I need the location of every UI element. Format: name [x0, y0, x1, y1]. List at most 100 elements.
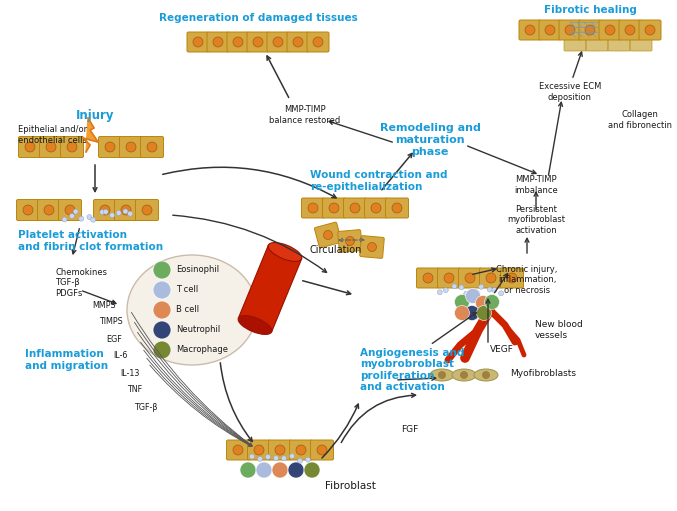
Circle shape [625, 25, 635, 35]
Circle shape [91, 217, 95, 222]
Circle shape [350, 203, 360, 213]
FancyBboxPatch shape [248, 440, 271, 460]
FancyBboxPatch shape [207, 32, 229, 52]
Text: EGF: EGF [106, 335, 122, 343]
Text: IL-6: IL-6 [113, 352, 127, 360]
Circle shape [256, 462, 272, 478]
FancyBboxPatch shape [385, 198, 408, 218]
Circle shape [153, 281, 171, 299]
Ellipse shape [238, 316, 272, 334]
Circle shape [257, 456, 263, 461]
Text: T cell: T cell [176, 286, 198, 294]
Ellipse shape [452, 369, 476, 381]
Circle shape [274, 456, 278, 460]
Circle shape [545, 25, 555, 35]
FancyBboxPatch shape [359, 236, 385, 259]
FancyBboxPatch shape [98, 136, 121, 157]
FancyBboxPatch shape [114, 199, 137, 221]
Circle shape [73, 209, 78, 214]
Polygon shape [83, 118, 98, 152]
FancyBboxPatch shape [579, 20, 601, 40]
FancyBboxPatch shape [247, 32, 269, 52]
FancyBboxPatch shape [269, 440, 292, 460]
Circle shape [477, 306, 492, 320]
Text: Eosinophil: Eosinophil [176, 266, 219, 274]
Circle shape [486, 273, 496, 283]
FancyBboxPatch shape [322, 198, 345, 218]
FancyBboxPatch shape [338, 229, 362, 252]
Text: Fibroblast: Fibroblast [325, 481, 376, 491]
Circle shape [466, 289, 481, 304]
FancyBboxPatch shape [315, 222, 341, 248]
Text: Circulation: Circulation [310, 245, 362, 255]
Circle shape [153, 341, 171, 359]
Text: Remodeling and
maturation
phase: Remodeling and maturation phase [380, 123, 481, 156]
Text: Persistent
myofibroblast
activation: Persistent myofibroblast activation [507, 205, 565, 235]
Text: Excessive ECM
deposition: Excessive ECM deposition [539, 82, 601, 102]
Text: VEGF: VEGF [490, 345, 514, 355]
FancyBboxPatch shape [564, 32, 586, 51]
FancyBboxPatch shape [519, 20, 541, 40]
FancyBboxPatch shape [301, 198, 324, 218]
Circle shape [153, 321, 171, 339]
Text: B cell: B cell [176, 306, 199, 314]
Circle shape [585, 25, 595, 35]
FancyBboxPatch shape [141, 136, 164, 157]
Circle shape [46, 142, 56, 152]
Circle shape [254, 445, 264, 455]
Circle shape [290, 454, 294, 458]
FancyBboxPatch shape [639, 20, 661, 40]
Circle shape [460, 371, 468, 379]
Circle shape [345, 237, 355, 245]
Circle shape [296, 445, 306, 455]
Circle shape [273, 37, 283, 47]
Circle shape [44, 205, 54, 215]
Circle shape [329, 203, 339, 213]
Text: Fibrotic healing: Fibrotic healing [544, 5, 636, 15]
Circle shape [392, 203, 402, 213]
Circle shape [423, 273, 433, 283]
Circle shape [475, 290, 479, 295]
Text: Regeneration of damaged tissues: Regeneration of damaged tissues [158, 13, 357, 23]
Text: TIMPS: TIMPS [99, 317, 123, 327]
Circle shape [250, 454, 255, 459]
Circle shape [123, 209, 128, 214]
Circle shape [444, 273, 454, 283]
FancyBboxPatch shape [539, 20, 561, 40]
FancyBboxPatch shape [16, 199, 39, 221]
Circle shape [103, 210, 108, 214]
Circle shape [475, 295, 491, 311]
Circle shape [153, 301, 171, 319]
FancyBboxPatch shape [307, 32, 329, 52]
Circle shape [313, 37, 323, 47]
FancyBboxPatch shape [311, 440, 334, 460]
Circle shape [275, 445, 285, 455]
Circle shape [253, 37, 263, 47]
Circle shape [492, 288, 497, 292]
Text: Angiogenesis and
myobrobroblast
proliferation
and activation: Angiogenesis and myobrobroblast prolifer… [360, 347, 464, 392]
Circle shape [482, 371, 490, 379]
Circle shape [233, 37, 243, 47]
Text: TNF: TNF [127, 385, 142, 394]
FancyBboxPatch shape [290, 440, 313, 460]
Text: Chronic injury,
inflammation,
or necrosis: Chronic injury, inflammation, or necrosi… [496, 265, 558, 295]
FancyBboxPatch shape [120, 136, 142, 157]
FancyBboxPatch shape [60, 136, 83, 157]
Text: MMP-TIMP
imbalance: MMP-TIMP imbalance [514, 175, 558, 195]
Circle shape [324, 230, 332, 240]
Text: Injury: Injury [76, 108, 114, 122]
Circle shape [193, 37, 203, 47]
Circle shape [100, 205, 110, 215]
Circle shape [645, 25, 655, 35]
Text: MMPS: MMPS [92, 300, 116, 310]
FancyBboxPatch shape [599, 20, 621, 40]
Circle shape [437, 290, 442, 295]
Circle shape [297, 458, 303, 463]
Circle shape [464, 306, 479, 320]
Circle shape [121, 205, 131, 215]
FancyBboxPatch shape [619, 20, 641, 40]
Ellipse shape [474, 369, 498, 381]
Circle shape [240, 462, 256, 478]
FancyBboxPatch shape [416, 268, 439, 288]
Circle shape [100, 210, 105, 215]
